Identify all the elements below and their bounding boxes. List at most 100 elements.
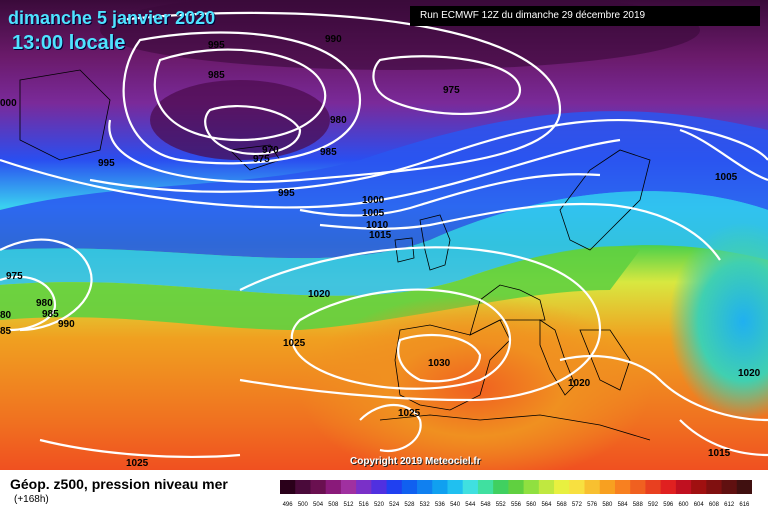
- isobar: [239, 246, 602, 402]
- legend-swatch: [417, 480, 433, 494]
- isobar-label: 985: [208, 70, 225, 81]
- legend-label: 548: [481, 502, 492, 508]
- copyright-notice: Copyright 2019 Meteociel.fr: [350, 456, 481, 467]
- legend-label: 516: [359, 502, 370, 508]
- legend-label: 568: [557, 502, 568, 508]
- isobar-label: 1005: [715, 172, 738, 183]
- legend-label: 572: [572, 502, 583, 508]
- isobar: [290, 288, 512, 390]
- coast-france: [469, 284, 546, 336]
- legend-swatch: [432, 480, 448, 494]
- forecast-date: dimanche 5 janvier 2020: [8, 8, 216, 28]
- legend-label: 604: [694, 502, 705, 508]
- legend-label: 612: [724, 502, 735, 508]
- isobar-label: 1020: [738, 368, 761, 379]
- legend-swatch: [295, 480, 311, 494]
- legend-swatch: [630, 480, 646, 494]
- isobar: [39, 438, 241, 458]
- isobar-label: 990: [325, 34, 342, 45]
- legend-label: 520: [374, 502, 385, 508]
- legend-label: 544: [465, 502, 476, 508]
- legend-swatch: [462, 480, 479, 494]
- isobar-label: 985: [320, 147, 337, 158]
- coast-italy: [539, 319, 576, 396]
- color-legend: 496 500 504 508 512 516 520 524 528 532 536 540 544 5…: [280, 480, 752, 508]
- isobar: [359, 404, 422, 453]
- isobar-label: 1020: [308, 289, 331, 300]
- legend-swatch: [447, 480, 464, 494]
- legend-swatch: [614, 480, 631, 494]
- isobar: [204, 104, 302, 155]
- isobar: [0, 138, 621, 209]
- jet-band-green: [0, 246, 640, 330]
- legend-swatch: [599, 480, 616, 494]
- isobar-label: 1020: [568, 378, 591, 389]
- legend-swatch: [310, 480, 327, 494]
- legend-swatch: [477, 480, 494, 494]
- legend-label: 564: [541, 502, 552, 508]
- coast-ireland: [394, 237, 415, 263]
- legend-label: 504: [313, 502, 324, 508]
- isobars: [0, 11, 768, 458]
- legend-swatch: [371, 480, 388, 494]
- legend-swatch: [645, 480, 662, 494]
- legend-label: 600: [678, 502, 689, 508]
- isobar-label: 980: [330, 115, 347, 126]
- legend-swatch: [660, 480, 677, 494]
- legend-label: 540: [450, 502, 461, 508]
- isobar: [319, 202, 721, 261]
- legend-swatch: [706, 480, 723, 494]
- isobar-label: 1000: [362, 195, 385, 206]
- isobar-label: 995: [278, 188, 295, 199]
- legend-label: 580: [602, 502, 613, 508]
- geopotential-map: 995 990 985 975 980 970 975 985 995 995 …: [0, 0, 768, 470]
- legend-label: 596: [663, 502, 674, 508]
- isobar: [89, 118, 768, 193]
- isobar-label: 1025: [398, 408, 421, 419]
- isobar-label: 980: [36, 298, 53, 309]
- isobar-label: 1025: [126, 458, 149, 469]
- isobar: [0, 275, 57, 332]
- isobar: [122, 31, 362, 165]
- isobar-label: 995: [208, 40, 225, 51]
- legend-label: 512: [344, 502, 355, 508]
- low-core: [150, 80, 330, 160]
- coast-british-isles: [419, 214, 451, 271]
- model-run-info: Run ECMWF 12Z du dimanche 29 décembre 20…: [410, 6, 760, 26]
- legend-swatch: [493, 480, 509, 494]
- legend-label: 576: [587, 502, 598, 508]
- legend-swatch: [386, 480, 403, 494]
- isobar: [372, 55, 522, 116]
- isobar-label: 85: [0, 326, 12, 337]
- legend-swatch: [280, 480, 296, 494]
- legend-swatch: [340, 480, 357, 494]
- isobar-label: 1010: [366, 220, 389, 231]
- legend-label: 508: [328, 502, 339, 508]
- legend-label: 532: [420, 502, 431, 508]
- legend-label: 608: [709, 502, 720, 508]
- coast-greenland: [19, 69, 111, 161]
- map-parameter-title: Géop. z500, pression niveau mer: [10, 476, 228, 492]
- legend-swatch: [675, 480, 692, 494]
- isobar: [0, 238, 93, 332]
- isobar: [679, 128, 768, 182]
- isobar: [153, 48, 327, 142]
- legend-label: 592: [648, 502, 659, 508]
- legend-label: 616: [739, 502, 750, 508]
- forecast-local-time: 13:00 locale: [12, 32, 126, 54]
- isobar-label: 1005: [362, 208, 385, 219]
- legend-label: 588: [633, 502, 644, 508]
- legend-label: 584: [618, 502, 629, 508]
- isobar-label: 1025: [283, 338, 306, 349]
- isobar-label: 80: [0, 310, 12, 321]
- isobar-label: 970: [262, 145, 279, 156]
- isobar-label: 975: [253, 154, 270, 165]
- legend-label: 560: [526, 502, 537, 508]
- legend-swatch: [554, 480, 570, 494]
- isobar: [299, 173, 601, 217]
- isobar-label: 1030: [428, 358, 451, 369]
- isobar: [108, 11, 562, 183]
- isobar: [679, 419, 768, 457]
- isobar-label: 975: [443, 85, 460, 96]
